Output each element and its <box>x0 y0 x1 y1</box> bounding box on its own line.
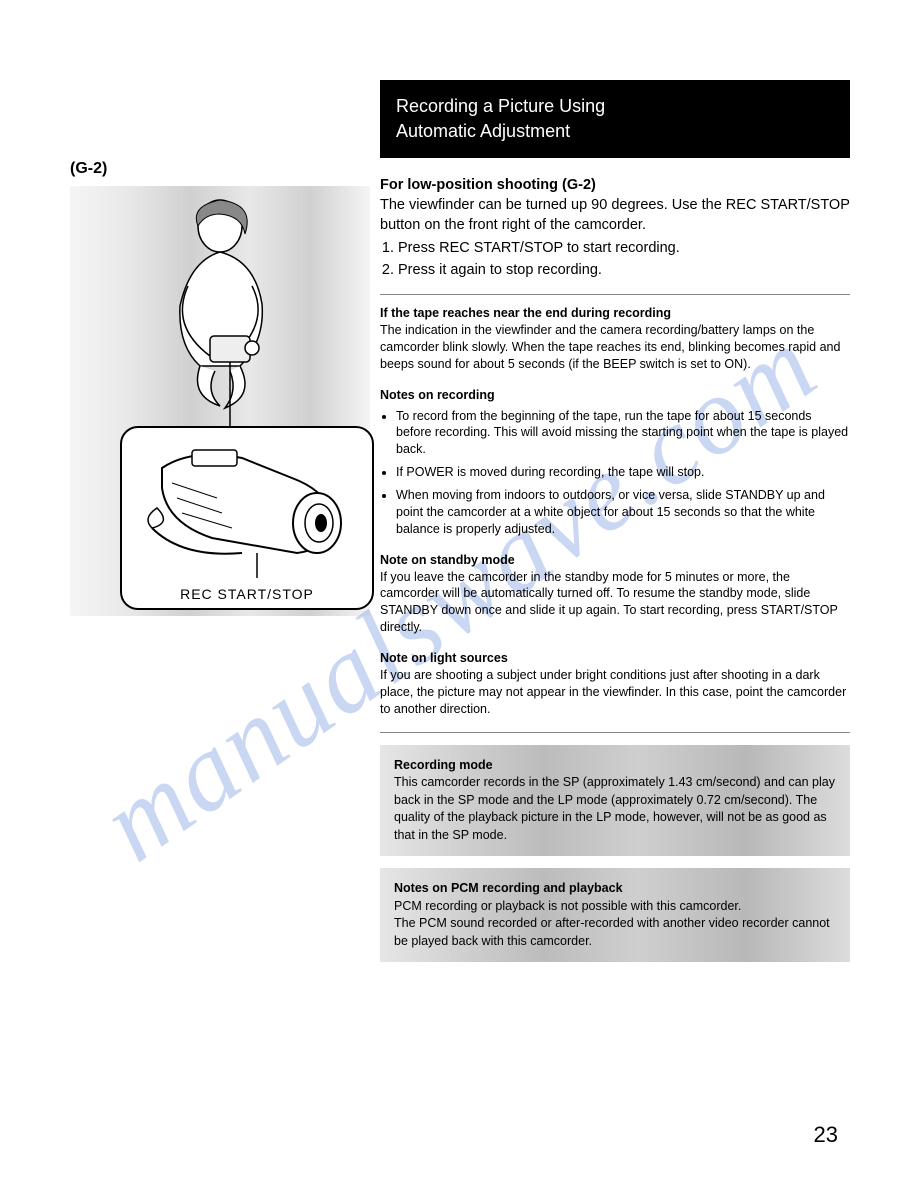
camcorder-detail-box: REC START/STOP <box>120 426 374 610</box>
step-1-text: Press REC START/STOP to start recording. <box>398 240 680 256</box>
step-1: Press REC START/STOP to start recording. <box>398 239 850 259</box>
light-section: Note on light sources If you are shootin… <box>380 650 850 718</box>
pcm-notes-box: Notes on PCM recording and playback PCM … <box>380 868 850 962</box>
standby-title: Note on standby mode <box>380 552 850 569</box>
person-illustration <box>70 186 370 426</box>
section-header: Recording a Picture Using Automatic Adju… <box>380 80 850 158</box>
note-item-1: To record from the beginning of the tape… <box>396 408 850 459</box>
intro-steps: Press REC START/STOP to start recording.… <box>380 239 850 280</box>
notes-recording-list: To record from the beginning of the tape… <box>380 408 850 538</box>
note-item-3: When moving from indoors to outdoors, or… <box>396 487 850 538</box>
notes-recording-section: Notes on recording To record from the be… <box>380 387 850 538</box>
page-number: 23 <box>814 1122 838 1148</box>
box2-body2: The PCM sound recorded or after-recorded… <box>394 915 836 950</box>
note-item-2: If POWER is moved during recording, the … <box>396 464 850 481</box>
box1-title: Recording mode <box>394 757 836 775</box>
light-body: If you are shooting a subject under brig… <box>380 667 850 718</box>
illustration-container: REC START/STOP <box>70 186 370 616</box>
standby-body: If you leave the camcorder in the standb… <box>380 569 850 637</box>
step-2-text: Press it again to stop recording. <box>398 262 602 278</box>
light-title: Note on light sources <box>380 650 850 667</box>
camcorder-illustration <box>122 428 372 608</box>
tape-end-title: If the tape reaches near the end during … <box>380 305 850 322</box>
notes-recording-title: Notes on recording <box>380 387 850 404</box>
recording-mode-box: Recording mode This camcorder records in… <box>380 745 850 857</box>
manual-page: manualswave.com (G-2) <box>0 0 918 1188</box>
figure-code: (G-2) <box>70 160 370 178</box>
box2-title: Notes on PCM recording and playback <box>394 880 836 898</box>
box1-body: This camcorder records in the SP (approx… <box>394 774 836 844</box>
intro-title: For low-position shooting (G-2) <box>380 176 850 196</box>
box2-body1: PCM recording or playback is not possibl… <box>394 898 836 916</box>
left-column: (G-2) <box>70 160 370 616</box>
header-line2: Automatic Adjustment <box>396 119 834 144</box>
tape-end-body: The indication in the viewfinder and the… <box>380 322 850 373</box>
tape-end-section: If the tape reaches near the end during … <box>380 305 850 373</box>
step-2: Press it again to stop recording. <box>398 261 850 281</box>
intro-body: The viewfinder can be turned up 90 degre… <box>380 196 850 235</box>
standby-section: Note on standby mode If you leave the ca… <box>380 552 850 636</box>
intro-section: For low-position shooting (G-2) The view… <box>380 176 850 280</box>
divider <box>380 294 850 295</box>
right-column: Recording a Picture Using Automatic Adju… <box>380 80 850 962</box>
illustration-label: REC START/STOP <box>122 586 372 602</box>
divider-2 <box>380 732 850 733</box>
header-line1: Recording a Picture Using <box>396 94 834 119</box>
